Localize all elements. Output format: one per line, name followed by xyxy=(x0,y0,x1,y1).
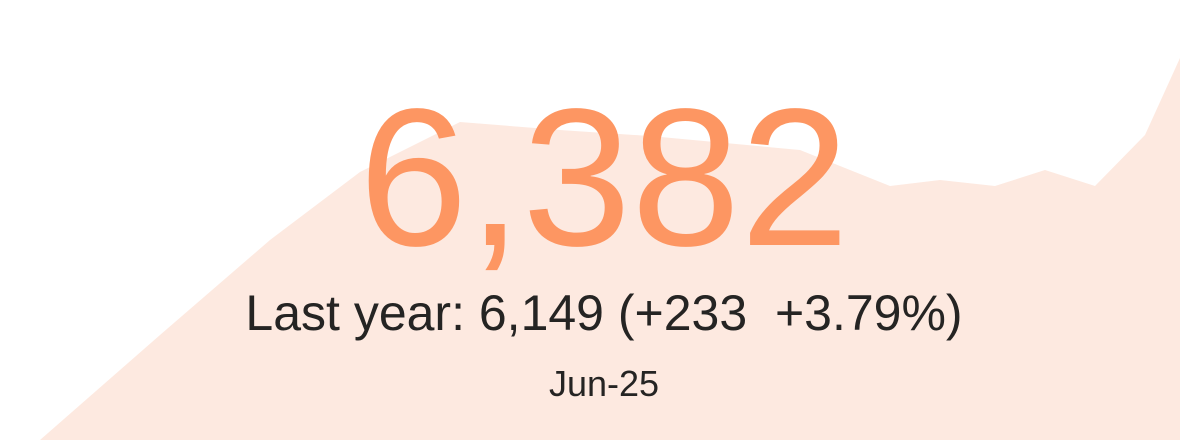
comparison: Last year: 6,149 (+233 +3.79%) xyxy=(245,285,962,341)
kpi-value: 6,382 xyxy=(359,68,849,287)
period: Jun-25 xyxy=(549,363,659,404)
sparkline-area xyxy=(40,58,1180,440)
